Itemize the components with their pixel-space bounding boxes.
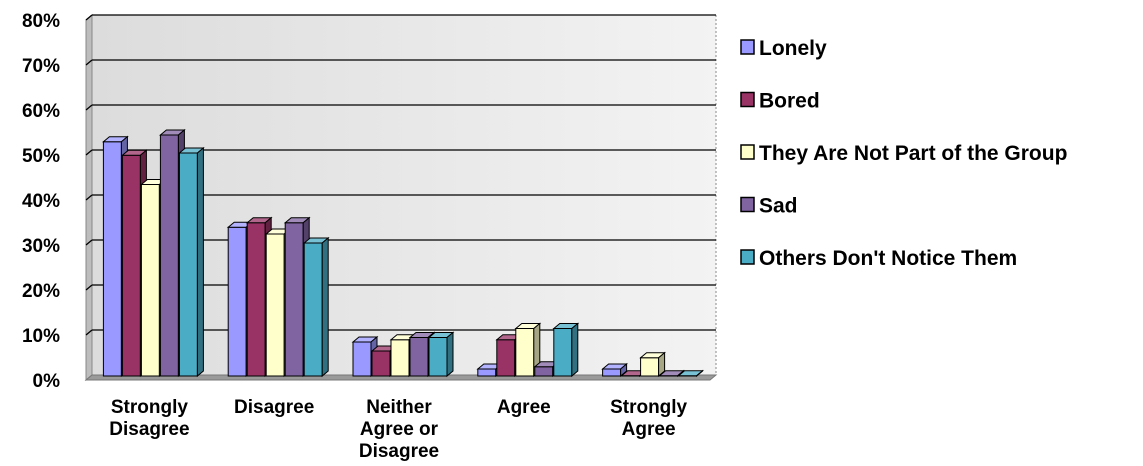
x-axis-categories: Strongly Disagree Disagree Neither Agree or D…: [109, 397, 687, 462]
legend-label: Bored: [759, 90, 820, 113]
legend-swatch: [740, 144, 755, 160]
gridline-side: [85, 104, 93, 111]
x-category-label: Strongly Agree: [610, 397, 687, 440]
bar: [178, 146, 205, 378]
bar: [302, 236, 330, 378]
legend-swatch: [740, 196, 755, 213]
bar: [601, 362, 628, 378]
x-category-label: Disagree: [234, 397, 314, 418]
gridline-side: [85, 14, 93, 21]
bar: [514, 322, 542, 378]
y-tick-label: 30%: [22, 236, 60, 257]
y-axis-ticks: 0% 10% 20% 30% 40% 50% 60% 70% 80%: [22, 11, 60, 392]
gridline-side: [85, 284, 93, 291]
legend-label: Sad: [759, 195, 798, 218]
legend-label: Lonely: [759, 37, 827, 60]
legend-swatch: [740, 249, 755, 265]
x-category-label: Strongly Disagree: [109, 397, 189, 440]
legend-swatch: [740, 39, 755, 55]
gridline-side: [85, 329, 93, 336]
x-category-label: Neither Agree or Disagree: [359, 397, 439, 462]
gridline-side: [85, 194, 93, 201]
bar: [552, 322, 580, 378]
legend: Lonely Bored They Are Not Part of the Grou…: [740, 37, 1067, 270]
legend-item: Lonely: [740, 37, 827, 60]
y-tick-label: 10%: [22, 326, 60, 347]
x-category-label: Agree: [497, 397, 551, 418]
bar: [677, 369, 704, 378]
y-tick-label: 0%: [33, 371, 61, 392]
gridline-side: [85, 239, 93, 246]
y-tick-label: 60%: [22, 101, 60, 122]
legend-item: Bored: [740, 90, 820, 113]
y-tick-label: 40%: [22, 191, 60, 212]
legend-item: Sad: [740, 195, 798, 218]
y-tick-label: 80%: [22, 11, 60, 32]
legend-item: They Are Not Part of the Group: [740, 142, 1067, 165]
legend-swatch: [740, 91, 755, 108]
gridline-side: [85, 59, 93, 66]
legend-label: Others Don't Notice Them: [759, 247, 1017, 270]
bar: [639, 351, 666, 378]
bars: [102, 128, 704, 378]
gridline-side: [85, 149, 93, 156]
y-tick-label: 20%: [22, 281, 60, 302]
bar: [427, 331, 455, 378]
legend-label: They Are Not Part of the Group: [759, 142, 1067, 165]
y-tick-label: 50%: [22, 146, 60, 167]
legend-item: Others Don't Notice Them: [740, 247, 1017, 270]
y-tick-label: 70%: [22, 56, 60, 77]
